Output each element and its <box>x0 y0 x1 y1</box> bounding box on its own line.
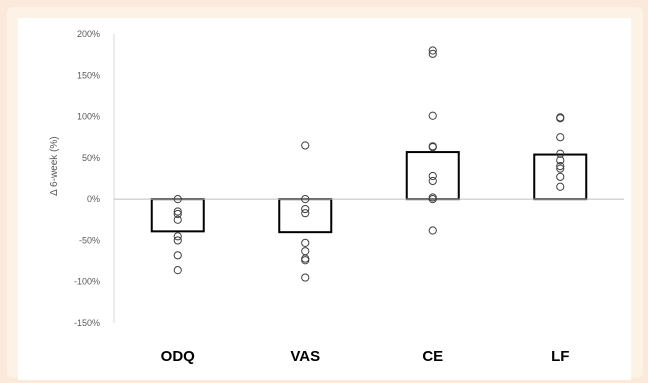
data-point <box>301 247 310 256</box>
x-category-label: LF <box>551 348 569 365</box>
data-point <box>556 133 565 142</box>
data-point <box>428 226 437 235</box>
data-point <box>173 251 182 260</box>
bar-vas <box>278 198 333 234</box>
data-point <box>556 149 565 158</box>
data-point <box>173 266 182 275</box>
data-point <box>173 195 182 204</box>
data-point <box>556 172 565 181</box>
data-point <box>428 195 437 204</box>
data-point <box>301 273 310 282</box>
data-point <box>556 164 565 173</box>
y-tick-label: 50% <box>82 153 100 163</box>
data-point <box>301 204 310 214</box>
data-point <box>173 207 182 216</box>
y-tick-label: 0% <box>87 194 100 204</box>
data-point <box>301 254 310 263</box>
data-point <box>428 46 437 55</box>
y-tick-label: -100% <box>74 277 100 287</box>
y-tick-label: -150% <box>74 318 100 328</box>
data-point <box>556 114 565 123</box>
x-category-label: VAS <box>290 348 320 365</box>
y-tick-label: -50% <box>79 235 100 245</box>
data-point <box>428 176 437 186</box>
y-axis-title: Δ 6-week (%) <box>49 136 60 195</box>
data-point <box>428 143 437 152</box>
data-point <box>301 209 310 218</box>
data-point <box>556 162 565 171</box>
data-point <box>556 156 565 165</box>
y-tick-label: 100% <box>77 112 100 122</box>
data-point <box>173 236 182 245</box>
y-tick-label: 150% <box>77 70 100 80</box>
bar-ce <box>405 151 460 201</box>
data-point <box>301 141 310 150</box>
x-category-label: ODQ <box>161 348 196 365</box>
x-category-label: CE <box>422 348 443 365</box>
bar-lf <box>533 153 588 201</box>
data-point <box>173 209 182 219</box>
data-point <box>556 182 565 191</box>
data-point <box>301 256 310 265</box>
data-point <box>301 195 310 204</box>
data-point <box>428 111 437 120</box>
data-point <box>173 215 182 224</box>
data-point <box>428 49 437 58</box>
data-point <box>301 238 310 248</box>
y-tick-label: 200% <box>77 29 100 39</box>
data-point <box>428 171 437 181</box>
data-point <box>173 232 182 241</box>
